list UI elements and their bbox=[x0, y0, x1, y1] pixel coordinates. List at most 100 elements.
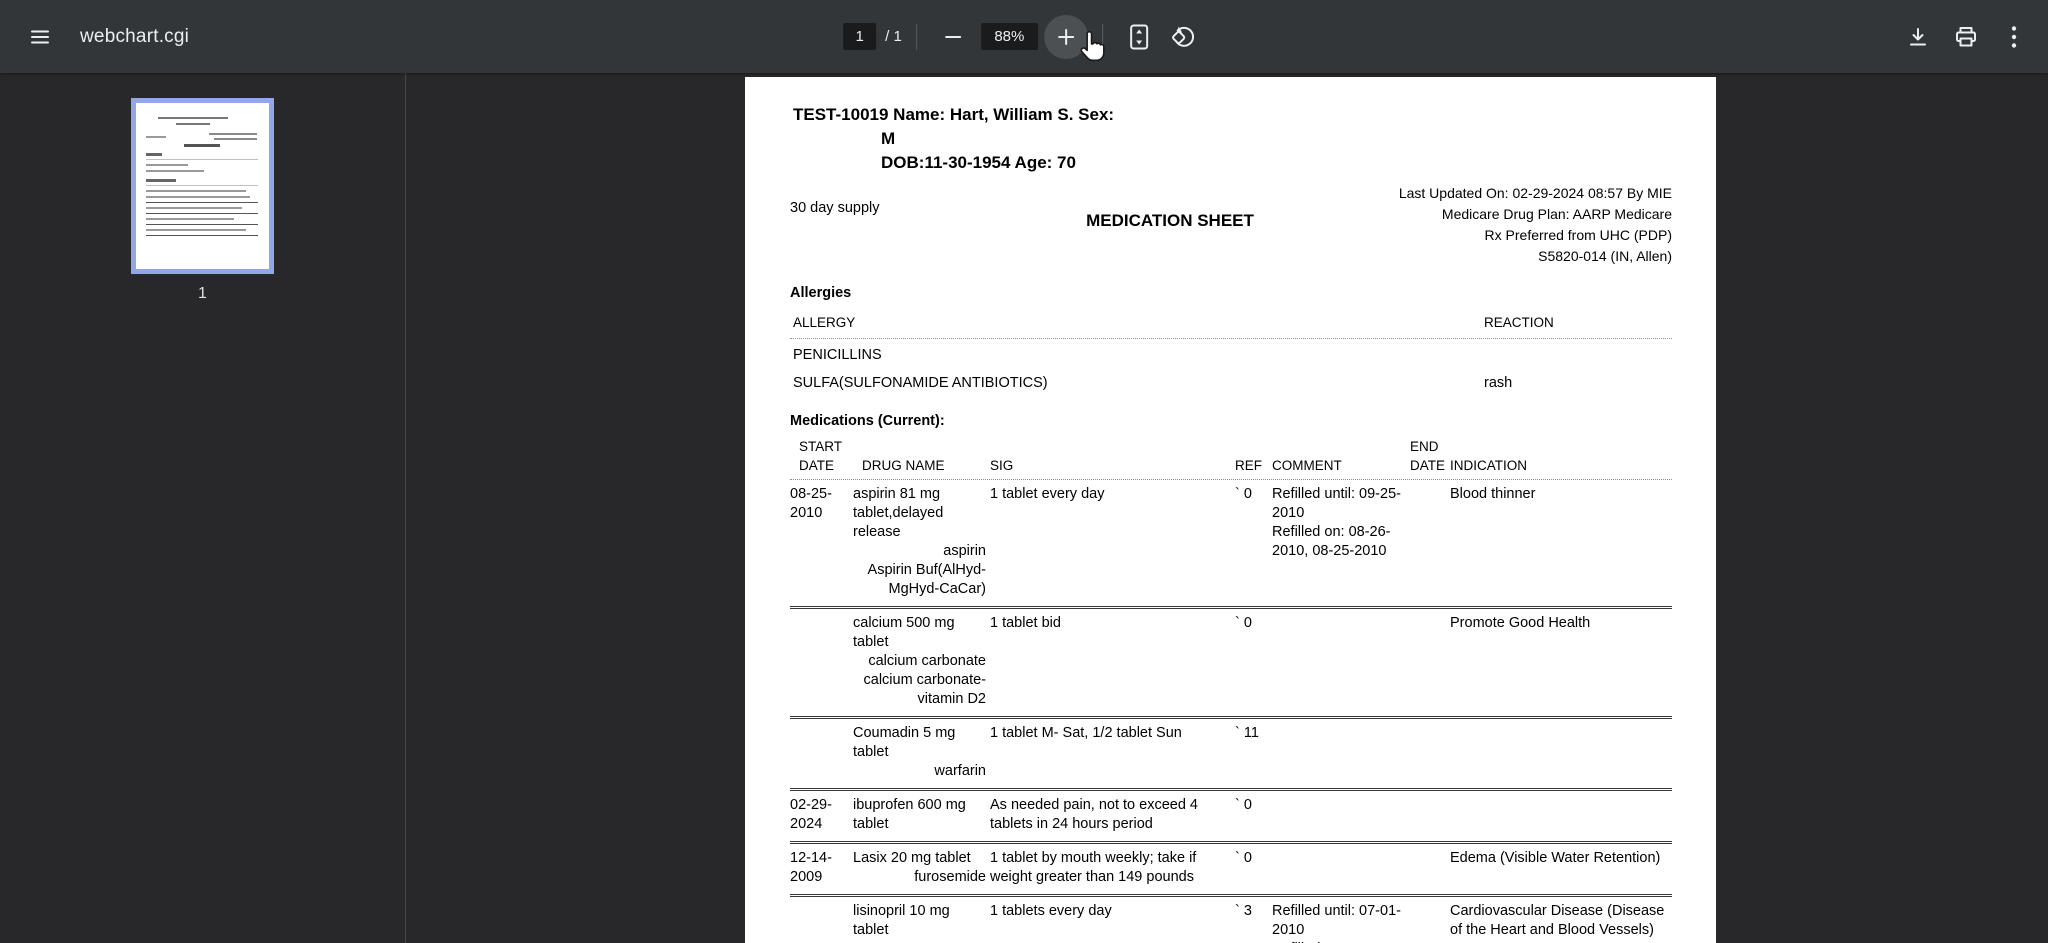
med-start-date: 08-25-2010 bbox=[790, 486, 832, 521]
print-icon bbox=[1954, 25, 1978, 49]
med-indication: Cardiovascular Disease (Disease of the H… bbox=[1450, 903, 1665, 938]
med-sig: 1 tablet bid bbox=[990, 615, 1061, 631]
supply-note: 30 day supply bbox=[790, 200, 880, 216]
zoom-level-display: 88% bbox=[980, 23, 1038, 50]
col-allergy-label: ALLERGY bbox=[793, 315, 856, 330]
allergy-row: PENICILLINS bbox=[790, 339, 1672, 367]
med-drug-name: lisinopril 10 mg tablet bbox=[853, 903, 950, 938]
medication-row: lisinopril 10 mg tablet 1 tablets every … bbox=[790, 894, 1672, 943]
med-drug-name: aspirin 81 mg tablet,delayed release asp… bbox=[853, 486, 986, 597]
download-icon bbox=[1907, 26, 1929, 48]
col-sig-label: SIG bbox=[990, 458, 1014, 473]
thumbnail-page-number: 1 bbox=[198, 285, 207, 302]
updated-line: Medicare Drug Plan: AARP Medicare bbox=[1441, 206, 1672, 222]
sheet-header-row: 30 day supply MEDICATION SHEET Last Upda… bbox=[790, 183, 1672, 267]
med-comment bbox=[1272, 796, 1410, 834]
zoom-in-button[interactable] bbox=[1043, 14, 1088, 59]
med-sig: 1 tablet every day bbox=[990, 486, 1105, 502]
med-indication: Promote Good Health bbox=[1450, 615, 1591, 631]
medications-heading: Medications (Current): bbox=[790, 413, 945, 429]
medication-row: calcium 500 mg tablet calcium carbonate … bbox=[790, 606, 1672, 716]
zoom-out-icon bbox=[944, 28, 962, 46]
download-button[interactable] bbox=[1896, 15, 1940, 59]
med-sig: As needed pain, not to exceed 4 tablets … bbox=[990, 797, 1198, 832]
fit-page-button[interactable] bbox=[1117, 15, 1161, 59]
med-end-date bbox=[1410, 724, 1450, 781]
med-sig: 1 tablet by mouth weekly; take if weight… bbox=[990, 850, 1197, 885]
med-start-date: 12-14-2009 bbox=[790, 850, 832, 885]
med-sig: 1 tablets every day bbox=[990, 903, 1112, 919]
medication-row: Coumadin 5 mg tablet warfarin 1 tablet M… bbox=[790, 716, 1672, 788]
med-end-date bbox=[1410, 902, 1450, 943]
last-updated-block: Last Updated On: 02-29-2024 08:57 By MIE… bbox=[1350, 183, 1672, 267]
page-thumbnail-image bbox=[131, 98, 274, 274]
print-button[interactable] bbox=[1944, 15, 1988, 59]
med-comment: Refilled until: 09-25-2010 Refilled on: … bbox=[1272, 486, 1401, 559]
col-start-date-label: START DATE bbox=[799, 439, 843, 473]
patient-line2: M bbox=[881, 129, 896, 148]
medications-column-headers: START DATE DRUG NAME SIG REF COMMENT END… bbox=[790, 437, 1672, 480]
updated-line: Rx Preferred from UHC (PDP) bbox=[1484, 227, 1672, 243]
allergy-reaction: rash bbox=[1484, 375, 1513, 391]
medication-row: 12-14-2009 Lasix 20 mg tablet furosemide… bbox=[790, 841, 1672, 894]
updated-line: Last Updated On: 02-29-2024 08:57 By MIE bbox=[1398, 185, 1672, 201]
med-ref: ` 0 bbox=[1235, 850, 1252, 866]
menu-icon bbox=[29, 26, 51, 48]
toolbar-divider bbox=[915, 23, 917, 50]
med-ref: ` 11 bbox=[1235, 725, 1259, 741]
page-count-label: / 1 bbox=[885, 28, 902, 45]
med-ref: ` 0 bbox=[1235, 486, 1252, 502]
allergy-name: PENICILLINS bbox=[793, 347, 882, 363]
thumbnail-sidebar: 1 bbox=[0, 73, 405, 943]
patient-line3: DOB:11-30-1954 Age: 70 bbox=[881, 153, 1076, 172]
toolbar-divider bbox=[1101, 23, 1103, 50]
med-indication: Blood thinner bbox=[1450, 486, 1536, 502]
allergy-row: SULFA(SULFONAMIDE ANTIBIOTICS) rash bbox=[790, 367, 1672, 395]
col-indication-label: INDICATION bbox=[1450, 458, 1527, 473]
medication-row: 08-25-2010 aspirin 81 mg tablet,delayed … bbox=[790, 480, 1672, 606]
med-end-date bbox=[1410, 796, 1450, 834]
med-comment bbox=[1272, 849, 1410, 887]
col-end-date-label: END DATE bbox=[1410, 439, 1446, 473]
med-ref: ` 3 bbox=[1235, 903, 1252, 919]
toolbar-left: webchart.cgi bbox=[0, 15, 189, 59]
allergy-name: SULFA(SULFONAMIDE ANTIBIOTICS) bbox=[793, 375, 1048, 391]
med-ref: ` 0 bbox=[1235, 797, 1252, 813]
pdf-toolbar: webchart.cgi / 1 88% bbox=[0, 0, 2048, 73]
col-ref-label: REF bbox=[1235, 458, 1262, 473]
med-end-date bbox=[1410, 485, 1450, 599]
patient-line1: TEST-10019 Name: Hart, William S. Sex: bbox=[793, 105, 1115, 124]
col-drug-name-label: DRUG NAME bbox=[862, 458, 945, 473]
page-thumbnail[interactable]: 1 bbox=[131, 98, 274, 303]
med-comment: Refilled until: 07-01-2010 Refilled on: … bbox=[1272, 903, 1401, 943]
allergies-column-headers: ALLERGY REACTION bbox=[790, 310, 1672, 339]
med-comment bbox=[1272, 724, 1410, 781]
patient-header: TEST-10019 Name: Hart, William S. Sex: M… bbox=[793, 103, 1672, 175]
toolbar-right bbox=[1892, 15, 2048, 59]
more-vertical-icon bbox=[2011, 25, 2017, 49]
med-sig: 1 tablet M- Sat, 1/2 tablet Sun bbox=[990, 725, 1182, 741]
allergies-heading: Allergies bbox=[790, 285, 852, 301]
rotate-ccw-icon bbox=[1170, 24, 1196, 50]
page-number-input[interactable] bbox=[843, 23, 877, 50]
med-start-date bbox=[790, 902, 853, 943]
sidebar-divider bbox=[405, 73, 406, 943]
zoom-out-button[interactable] bbox=[931, 15, 975, 59]
med-end-date bbox=[1410, 849, 1450, 887]
med-end-date bbox=[1410, 614, 1450, 709]
toolbar-center: / 1 88% bbox=[843, 0, 1205, 73]
rotate-button[interactable] bbox=[1161, 15, 1205, 59]
document-title: webchart.cgi bbox=[80, 25, 190, 47]
menu-button[interactable] bbox=[18, 15, 62, 59]
med-indication bbox=[1450, 796, 1672, 834]
med-start-date: 02-29-2024 bbox=[790, 797, 832, 832]
zoom-in-icon bbox=[1057, 28, 1075, 46]
med-start-date bbox=[790, 614, 853, 709]
med-start-date bbox=[790, 724, 853, 781]
more-options-button[interactable] bbox=[1992, 15, 2036, 59]
pdf-page: TEST-10019 Name: Hart, William S. Sex: M… bbox=[745, 77, 1716, 943]
med-indication: Edema (Visible Water Retention) bbox=[1450, 850, 1661, 866]
med-drug-name: ibuprofen 600 mg tablet bbox=[853, 797, 966, 832]
med-indication bbox=[1450, 724, 1672, 781]
med-ref: ` 0 bbox=[1235, 615, 1252, 631]
